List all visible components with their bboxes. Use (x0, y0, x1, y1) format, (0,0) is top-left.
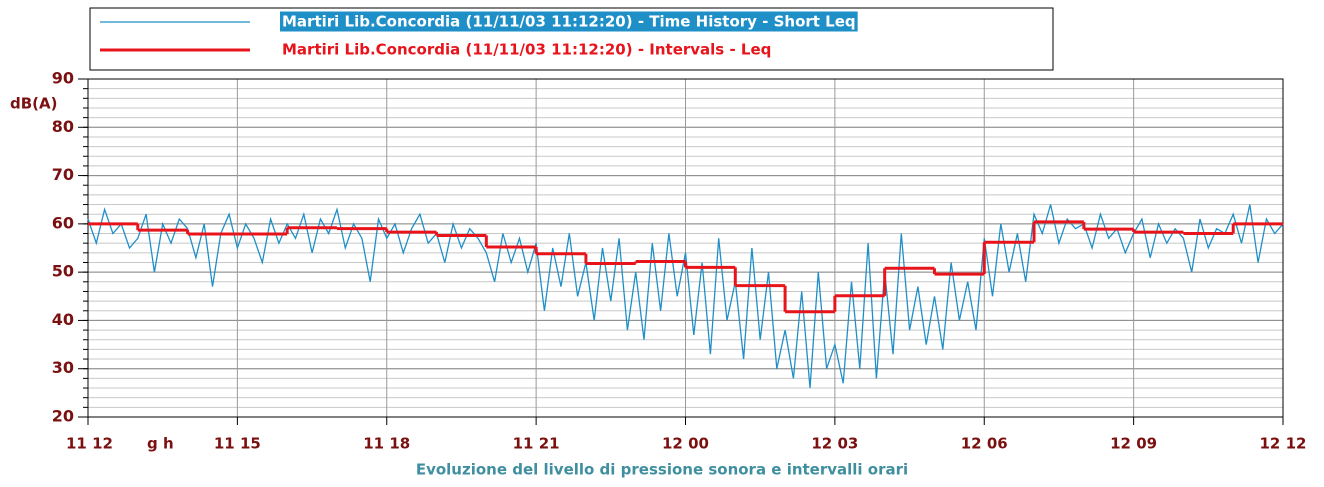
y-tick-label: 80 (52, 117, 74, 136)
x-tick-label: 11 12 (66, 435, 113, 453)
x-tick-label: 11 18 (363, 435, 410, 453)
x-unit-label: g h (147, 435, 174, 453)
x-tick-label: 12 03 (811, 435, 858, 453)
y-tick-label: 20 (52, 407, 74, 426)
legend-label: Martiri Lib.Concordia (11/11/03 11:12:20… (282, 41, 771, 59)
y-tick-label: 50 (52, 262, 74, 281)
y-tick-label: 70 (52, 165, 74, 184)
chart-title: Evoluzione del livello di pressione sono… (416, 461, 908, 479)
x-tick-label: 11 21 (513, 435, 560, 453)
y-axis-label: dB(A) (10, 95, 58, 113)
y-tick-label: 40 (52, 310, 74, 329)
y-tick-label: 60 (52, 213, 74, 232)
x-tick-label: 12 00 (662, 435, 709, 453)
x-tick-label: 11 15 (214, 435, 261, 453)
y-tick-label: 90 (52, 69, 74, 88)
y-tick-label: 30 (52, 358, 74, 377)
legend-highlight (280, 11, 858, 32)
plot-frame (87, 78, 1284, 418)
x-tick-label: 12 12 (1260, 435, 1307, 453)
x-tick-label: 12 06 (961, 435, 1008, 453)
legend-label: Martiri Lib.Concordia (11/11/03 11:12:20… (282, 13, 856, 31)
x-tick-label: 12 09 (1110, 435, 1157, 453)
